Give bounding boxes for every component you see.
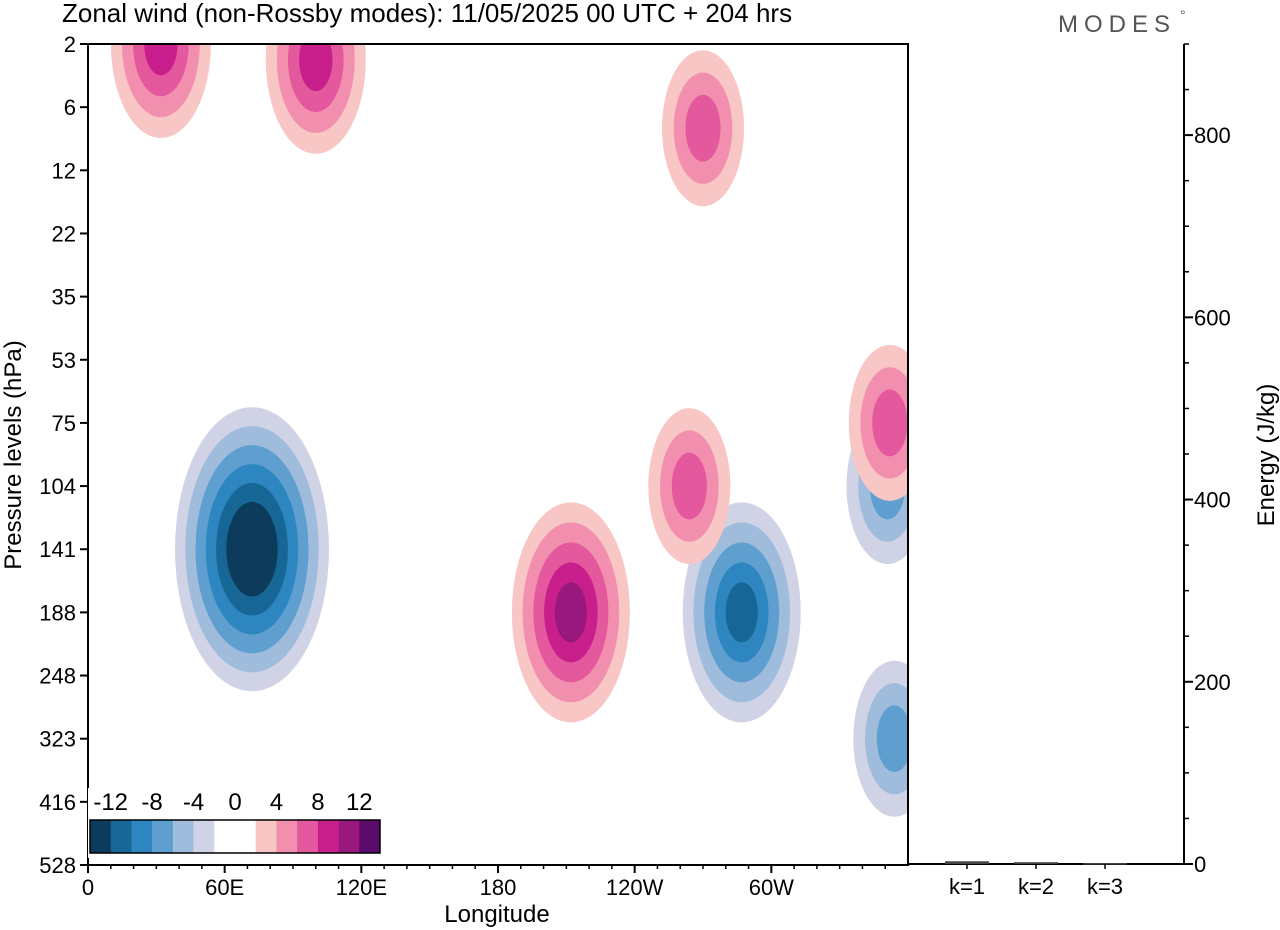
colorbar-label: 12	[346, 789, 373, 816]
colorbar-swatch	[235, 820, 257, 853]
contour-feature-positive-8	[110, 44, 211, 138]
contour-level-6	[671, 452, 707, 520]
contour-feature-negative-2	[682, 502, 801, 723]
contour-feature-positive-9	[265, 44, 366, 154]
energy-category-label: k=3	[1087, 874, 1123, 899]
y-tick-label: 2	[64, 32, 76, 57]
contour-level-6	[685, 94, 721, 162]
y-tick-label: 35	[52, 285, 76, 310]
y-tick-label: 53	[52, 348, 76, 373]
energy-y-axis: 0 200 400 600 800	[1184, 43, 1231, 877]
contour-level-8	[299, 44, 333, 92]
energy-tick-label: 600	[1194, 305, 1231, 330]
energy-bar-k=3	[1083, 863, 1127, 865]
colorbar-label: -12	[93, 789, 128, 816]
y-tick-label: 22	[52, 221, 76, 246]
y-axis-label: Pressure levels (hPa)	[0, 340, 27, 569]
logo-text: MODES	[1058, 11, 1176, 38]
y-tick-label: 75	[52, 411, 76, 436]
colorbar-label: -8	[141, 789, 162, 816]
energy-tick-label: 0	[1194, 852, 1206, 877]
colorbar-swatch	[276, 820, 298, 853]
y-tick-label: 323	[39, 727, 76, 752]
y-tick-label: 6	[64, 95, 76, 120]
energy-tick-label: 400	[1194, 488, 1231, 513]
energy-axis-label: Energy (J/kg)	[1253, 384, 1280, 527]
contour-feature-negative-1	[175, 407, 329, 692]
colorbar-frame	[89, 819, 381, 854]
colorbar-swatch	[131, 820, 153, 853]
energy-tick-label: 200	[1194, 670, 1231, 695]
contour-level--14	[236, 520, 268, 578]
x-tick-label: 180	[480, 875, 517, 900]
logo-mark: °	[1180, 7, 1186, 23]
energy-category-label: k=1	[949, 874, 985, 899]
contour-feature-positive-10	[848, 344, 908, 501]
y-tick-label: 104	[39, 474, 76, 499]
colorbar-swatch	[110, 820, 132, 853]
energy-tick-label: 800	[1194, 123, 1231, 148]
x-tick-label: 120W	[606, 875, 664, 900]
contour-level--10	[725, 582, 758, 643]
colorbar-swatch	[359, 820, 381, 853]
colorbar-swatch	[214, 820, 236, 853]
contour-feature-positive-6	[648, 408, 731, 565]
colorbar-swatch	[152, 820, 174, 853]
y-tick-label: 188	[39, 600, 76, 625]
y-axis: 2 6 12 22 35 53 75 104 141 188 248 323 416 528	[39, 32, 88, 878]
colorbar-swatch	[255, 820, 277, 853]
x-tick-label: 120E	[336, 875, 387, 900]
energy-bar-k=2	[1014, 862, 1058, 864]
contour-field	[110, 44, 908, 817]
x-axis-label: Longitude	[444, 901, 549, 928]
colorbar-label: -4	[183, 789, 204, 816]
chart-title: Zonal wind (non-Rossby modes): 11/05/202…	[62, 0, 792, 28]
colorbar-swatch	[317, 820, 339, 853]
colorbar-label: 4	[270, 789, 283, 816]
contour-feature-negative-3	[853, 660, 908, 817]
y-tick-label: 416	[39, 790, 76, 815]
y-tick-label: 141	[39, 537, 76, 562]
y-tick-label: 12	[52, 158, 76, 183]
colorbar-swatch	[172, 820, 194, 853]
colorbar-swatch	[90, 820, 112, 853]
contour-level-6	[872, 389, 908, 457]
colorbar-label: 0	[228, 789, 241, 816]
colorbar-swatch	[297, 820, 319, 853]
contour-level-10	[554, 582, 587, 643]
x-tick-label: 0	[82, 875, 94, 900]
x-tick-label: 60E	[205, 875, 244, 900]
contour-feature-positive-7	[662, 50, 744, 207]
energy-bars: k=1 k=2 k=3	[945, 861, 1127, 899]
contour-feature-positive-5	[511, 502, 630, 723]
energy-bar-k=1	[945, 861, 989, 864]
colorbar-label: 8	[311, 789, 324, 816]
colorbar: -12 -8 -4 0 4 8 12	[88, 788, 382, 858]
colorbar-swatch	[193, 820, 215, 853]
contour-level--6	[876, 705, 908, 773]
colorbar-swatch	[338, 820, 360, 853]
y-tick-label: 248	[39, 664, 76, 689]
energy-category-label: k=2	[1018, 874, 1054, 899]
x-axis: 0 60E 120E 180 120W 60W	[82, 865, 886, 900]
contour-level-8	[144, 44, 178, 76]
modes-logo: MODES °	[1058, 7, 1186, 38]
y-tick-label: 528	[39, 853, 76, 878]
x-tick-label: 60W	[749, 875, 794, 900]
